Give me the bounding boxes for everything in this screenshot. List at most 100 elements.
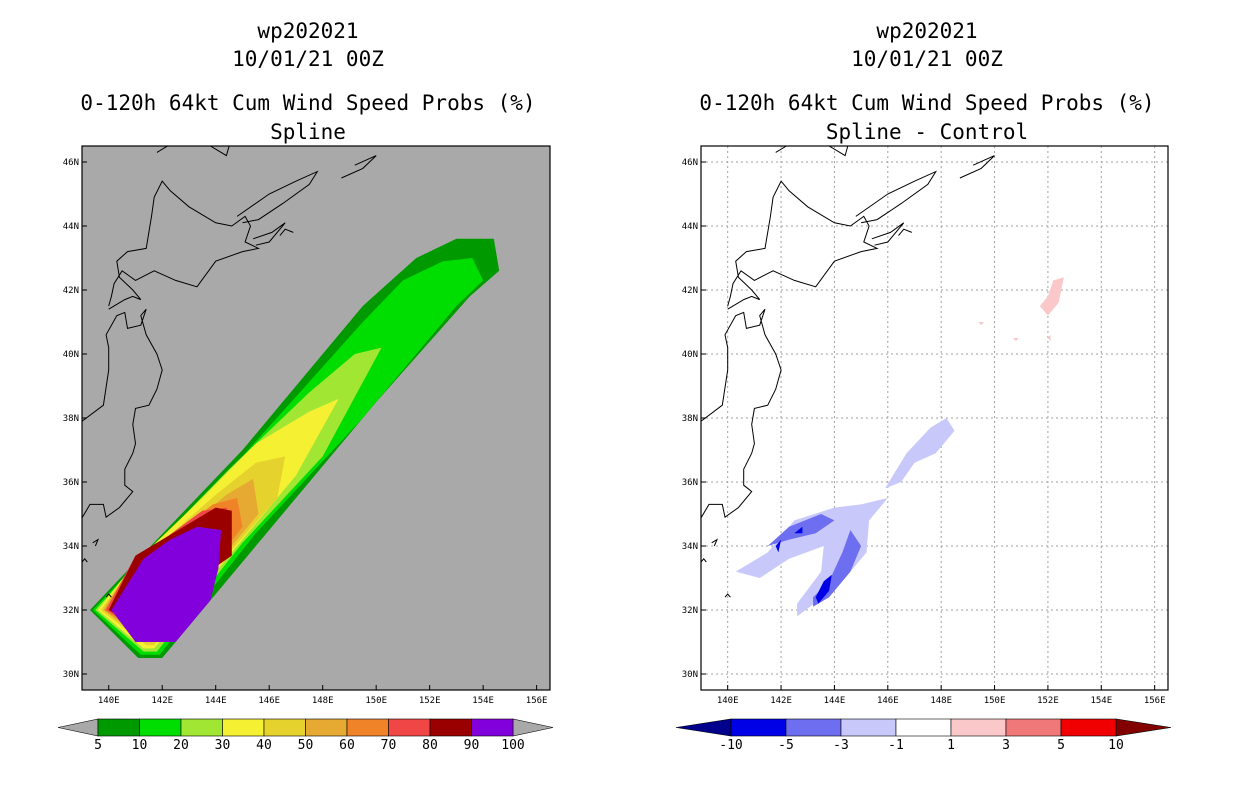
- x-tick-label: 148E: [930, 696, 952, 706]
- colorbar-label: -3: [833, 738, 849, 753]
- coastline: [701, 558, 707, 563]
- left-title-date: 10/01/21 00Z: [232, 47, 384, 71]
- x-tick-label: 144E: [205, 696, 227, 706]
- contour-1: [1039, 277, 1064, 316]
- colorbar-swatch: [139, 718, 182, 737]
- x-tick-label: 150E: [365, 696, 387, 706]
- y-tick-label: 40N: [63, 350, 79, 360]
- left-title-storm: wp202021: [257, 19, 358, 43]
- y-tick-label: 44N: [63, 222, 79, 232]
- coastline: [82, 308, 163, 519]
- colorbar-label: 50: [298, 738, 314, 753]
- coastline: [82, 558, 88, 563]
- contour-1: [978, 322, 984, 326]
- coastline: [105, 593, 112, 598]
- right-colorbar: -10 -5 -3 -1 1 3 5 10: [675, 718, 1172, 753]
- contour--3: [885, 418, 955, 489]
- left-map-panel: 140E 142E 144E 146E 148E 150E 152E 154E 156E 46N 4…: [63, 145, 551, 706]
- colorbar-swatch: [785, 718, 842, 737]
- y-tick-label: 44N: [682, 222, 698, 232]
- coastline: [727, 180, 879, 310]
- colorbar-label: 1: [947, 738, 955, 753]
- colorbar-high-arrow: [512, 718, 554, 737]
- y-tick-label: 36N: [682, 478, 698, 488]
- y-tick-label: 46N: [63, 158, 79, 168]
- right-title-storm: wp202021: [876, 19, 977, 43]
- colorbar-label: 60: [339, 738, 355, 753]
- colorbar-label: -5: [778, 738, 794, 753]
- colorbar-label: -10: [719, 738, 742, 753]
- colorbar-swatch: [950, 718, 1007, 737]
- y-tick-label: 34N: [63, 542, 79, 552]
- colorbar-swatch: [895, 718, 952, 737]
- x-tick-label: 140E: [98, 696, 120, 706]
- colorbar-low-arrow: [675, 718, 732, 737]
- coastline: [898, 228, 912, 236]
- colorbar-swatch: [305, 718, 348, 737]
- y-tick-label: 42N: [682, 286, 698, 296]
- right-title-product: 0-120h 64kt Cum Wind Speed Probs (%): [699, 91, 1154, 115]
- contour--3: [735, 498, 888, 617]
- y-tick-label: 36N: [63, 478, 79, 488]
- y-tick-label: 40N: [682, 350, 698, 360]
- colorbar-swatch: [840, 718, 897, 737]
- colorbar-swatch: [263, 718, 306, 737]
- contour--10: [815, 574, 832, 604]
- colorbar-label: 10: [1108, 738, 1124, 753]
- x-tick-label: 154E: [1090, 696, 1112, 706]
- coastline: [236, 170, 319, 224]
- right-title-date: 10/01/21 00Z: [851, 47, 1003, 71]
- y-tick-label: 32N: [63, 606, 79, 616]
- contour-90: [111, 526, 222, 642]
- x-tick-label: 144E: [824, 696, 846, 706]
- y-tick-label: 32N: [682, 606, 698, 616]
- coastline: [828, 146, 849, 157]
- coastline: [724, 593, 731, 598]
- right-title-method: Spline - Control: [826, 120, 1028, 144]
- left-colorbar: 5 10 20 30 40 50 60 70 80 90 100: [57, 718, 554, 753]
- colorbar-swatch: [97, 718, 140, 737]
- y-tick-label: 30N: [63, 670, 79, 680]
- y-tick-label: 46N: [682, 158, 698, 168]
- x-tick-label: 152E: [1037, 696, 1059, 706]
- x-tick-label: 148E: [312, 696, 334, 706]
- contour--10: [794, 526, 803, 534]
- colorbar-label: 90: [464, 738, 480, 753]
- x-tick-label: 142E: [770, 696, 792, 706]
- colorbar-label: 40: [256, 738, 272, 753]
- colorbar-label: 3: [1002, 738, 1010, 753]
- coastline: [156, 146, 179, 153]
- colorbar-swatch: [1005, 718, 1062, 737]
- x-tick-label: 156E: [526, 696, 548, 706]
- x-tick-label: 156E: [1144, 696, 1166, 706]
- colorbar-label: 70: [381, 738, 397, 753]
- y-tick-label: 34N: [682, 542, 698, 552]
- map-background: [701, 146, 1168, 690]
- colorbar-label: 5: [1057, 738, 1065, 753]
- x-tick-label: 154E: [472, 696, 494, 706]
- coastline: [253, 222, 286, 246]
- coastline: [959, 155, 995, 179]
- y-tick-label: 30N: [682, 670, 698, 680]
- x-tick-label: 140E: [717, 696, 739, 706]
- left-title-product: 0-120h 64kt Cum Wind Speed Probs (%): [80, 91, 535, 115]
- coastline: [701, 308, 782, 519]
- colorbar-label: -1: [888, 738, 904, 753]
- colorbar-swatch: [388, 718, 431, 737]
- colorbar-label: 20: [173, 738, 189, 753]
- x-tick-label: 152E: [419, 696, 441, 706]
- y-tick-label: 38N: [63, 414, 79, 424]
- coastline: [855, 170, 938, 224]
- colorbar-swatch: [180, 718, 223, 737]
- coastline: [775, 146, 798, 153]
- colorbar-swatch: [1060, 718, 1117, 737]
- coastline: [210, 146, 230, 157]
- coastline: [711, 538, 719, 547]
- colorbar-low-arrow: [57, 718, 99, 737]
- coastline: [92, 538, 100, 547]
- y-tick-label: 38N: [682, 414, 698, 424]
- colorbar-label: 100: [501, 738, 524, 753]
- right-map-panel: 140E 142E 144E 146E 148E 150E 152E 154E 156E 46N 4…: [682, 145, 1169, 706]
